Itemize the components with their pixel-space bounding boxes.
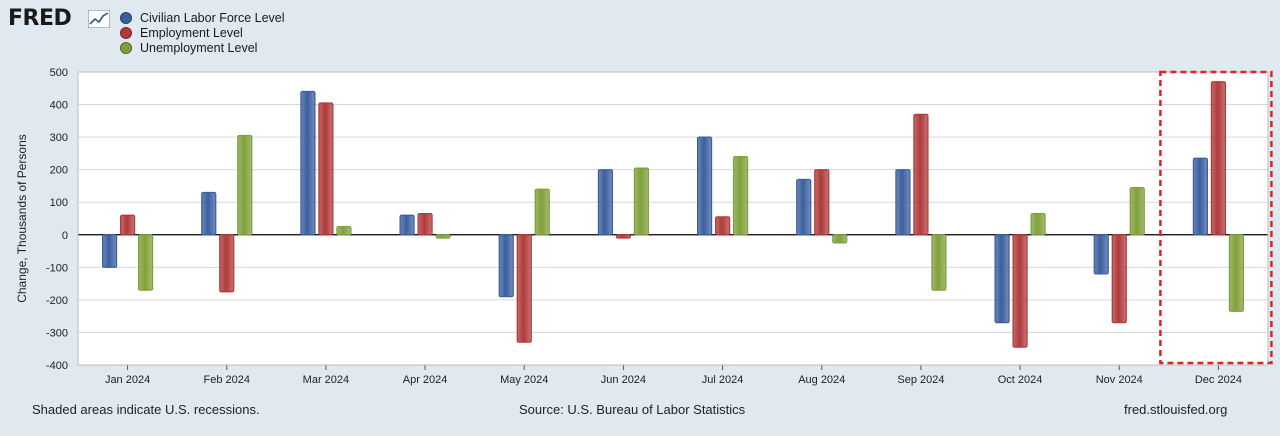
x-tick-label: Aug 2024 [798,374,845,386]
bar [498,234,514,298]
x-tick-label: May 2024 [500,374,548,386]
x-tick-label: Feb 2024 [204,374,250,386]
bar [696,136,713,236]
y-tick-label: 200 [50,165,68,177]
chart-legend: Civilian Labor Force Level Employment Le… [120,10,285,55]
bar [895,169,911,236]
bar [237,134,253,236]
recession-note: Shaded areas indicate U.S. recessions. [32,402,260,417]
y-axis-label: Change, Thousands of Persons [15,134,29,303]
plot-border [77,71,1269,366]
y-tick-label: 400 [50,100,68,112]
bar [219,234,235,293]
bar [832,234,848,244]
x-tick-label: Apr 2024 [403,374,448,386]
legend-item-employment[interactable]: Employment Level [120,25,285,40]
bar [101,234,118,268]
y-tick-label: 500 [50,67,68,79]
y-tick-label: -400 [46,360,68,372]
plot-area [78,72,1268,365]
bar [534,188,550,236]
source-note: Source: U.S. Bureau of Labor Statistics [519,402,746,417]
bar [1012,234,1028,348]
y-tick-label: 100 [50,197,68,209]
x-tick-label: Sep 2024 [897,374,944,386]
bar [516,234,532,343]
bar [1093,234,1109,275]
site-link[interactable]: fred.stlouisfed.org [1124,402,1228,417]
legend-label: Employment Level [140,25,243,40]
fred-logo[interactable]: FRED [8,6,72,31]
bar [796,178,812,236]
bar [201,191,217,236]
bar [913,113,929,236]
bar [1228,234,1245,312]
legend-label: Unemployment Level [140,40,258,55]
highlight-box [1159,70,1273,365]
bar [1210,81,1227,236]
bar [119,214,136,236]
bar [814,169,830,236]
legend-swatch-icon [120,11,132,24]
y-tick-label: -100 [46,262,68,274]
bar [417,213,433,236]
bar [1129,186,1145,236]
bar [994,234,1010,324]
y-tick-label: 300 [50,132,68,144]
bar [931,234,947,291]
legend-label: Civilian Labor Force Level [140,10,285,25]
y-tick-label: -300 [46,327,68,339]
bar [714,216,731,236]
legend-item-unemployment[interactable]: Unemployment Level [120,40,285,55]
bar [137,234,154,291]
bar [399,214,415,236]
x-tick-label: Jun 2024 [601,374,646,386]
bar [300,90,316,236]
bar [732,156,749,236]
y-tick-label: 0 [62,230,68,242]
legend-swatch-icon [120,26,132,39]
x-tick-label: Jul 2024 [702,374,744,386]
bar [318,102,334,236]
y-tick-label: -200 [46,295,68,307]
x-tick-label: Mar 2024 [303,374,349,386]
x-tick-label: Dec 2024 [1195,374,1242,386]
x-tick-label: Jan 2024 [105,374,150,386]
bar [435,234,451,239]
legend-item-labor-force[interactable]: Civilian Labor Force Level [120,10,285,25]
legend-swatch-icon [120,41,132,54]
bar [615,234,632,239]
bar [633,167,650,236]
bar [1111,234,1127,324]
trend-line-icon [88,10,110,28]
bar [336,226,352,236]
bar [1192,157,1209,236]
x-tick-label: Oct 2024 [998,374,1043,386]
bar [1030,213,1046,236]
bar [597,169,614,236]
x-tick-label: Nov 2024 [1096,374,1143,386]
